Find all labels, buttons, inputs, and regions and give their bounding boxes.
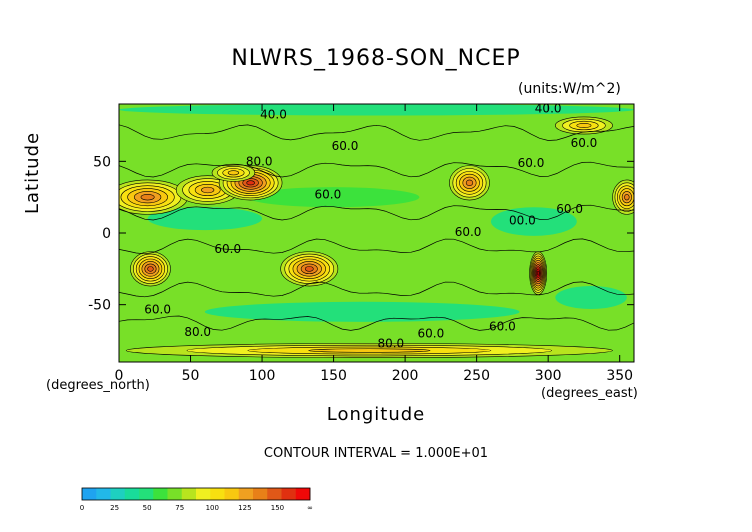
hotspot-contour xyxy=(624,194,630,201)
hotspot-contour xyxy=(227,170,240,176)
y-tick-label: -50 xyxy=(88,298,111,314)
colorbar-tick-label: 50 xyxy=(143,504,152,512)
x-tick-label: 150 xyxy=(320,368,347,384)
colorbar-frame xyxy=(81,487,311,501)
y-tick-label: 0 xyxy=(102,226,111,242)
colorbar-cell xyxy=(181,488,197,500)
contour-label: 80.0 xyxy=(184,325,211,339)
contour-label: 60.0 xyxy=(489,319,516,333)
contour-label: 60.0 xyxy=(214,242,241,256)
hotspot-contour xyxy=(201,186,215,194)
contour-label: 60.0 xyxy=(455,225,482,239)
contour-label: 00.0 xyxy=(509,213,536,227)
low-region xyxy=(147,207,263,231)
contour-line xyxy=(119,281,634,298)
x-tick-label: 50 xyxy=(182,368,200,384)
colorbar-cell xyxy=(238,488,254,500)
colorbar-tick-label: 25 xyxy=(110,504,119,512)
contour-label: 40.0 xyxy=(260,107,287,121)
contour-line xyxy=(119,161,634,178)
hotspot-contour xyxy=(576,123,592,128)
x-unit-note: (degrees_east) xyxy=(541,386,638,401)
hotspot-contour xyxy=(147,266,154,272)
contour-line xyxy=(119,124,634,141)
x-tick-label: 100 xyxy=(249,368,276,384)
contour-label: 60.0 xyxy=(571,136,598,150)
hotspot-contour xyxy=(246,180,255,186)
contour-interval-text: CONTOUR INTERVAL = 1.000E+01 xyxy=(263,446,489,461)
colorbar-cell xyxy=(224,488,240,500)
hotspot-contour xyxy=(140,194,155,201)
contour-line xyxy=(119,204,634,221)
hotspot-contour xyxy=(536,270,540,276)
contour-line xyxy=(119,238,634,255)
heatmap-field: 40.0 40.060.0 60.060.080.060.060.000.060.0… xyxy=(119,104,634,362)
colorbar-cell xyxy=(267,488,282,500)
colorbar-cell xyxy=(96,488,111,500)
colorbar-cell xyxy=(253,488,268,500)
contour-label: 60.0 xyxy=(315,188,342,202)
colorbar-tick-label: 0 xyxy=(80,504,84,512)
colorbar-cell xyxy=(196,488,211,500)
low-region xyxy=(247,187,420,208)
low-region xyxy=(204,301,520,322)
y-unit-note: (degrees_north) xyxy=(46,378,150,393)
x-tick-label: 200 xyxy=(392,368,419,384)
contour-label: 60.0 xyxy=(556,202,583,216)
colorbar-tick-label: 125 xyxy=(238,504,251,512)
x-tick-label: 250 xyxy=(463,368,490,384)
low-region xyxy=(555,286,627,309)
colorbar-tick-label: 150 xyxy=(271,504,284,512)
x-tick-label: 0 xyxy=(115,368,124,384)
contour-line xyxy=(119,315,634,331)
colorbar-cell xyxy=(295,488,311,500)
low-region xyxy=(490,207,577,236)
chart-title: NLWRS_1968-SON_NCEP xyxy=(231,46,521,71)
y-tick-label: 50 xyxy=(93,154,111,170)
units-label: (units:W/m^2) xyxy=(518,81,621,97)
hotspot-contour xyxy=(465,179,474,186)
contour-label: 80.0 xyxy=(377,337,404,351)
contour-label: 80.0 xyxy=(246,155,273,169)
colorbar-cell xyxy=(281,488,297,500)
colorbar-cell xyxy=(167,488,183,500)
colorbar-tick-label: 75 xyxy=(175,504,184,512)
contour-label: 60.0 xyxy=(144,302,171,316)
hotspot-contour xyxy=(304,266,314,272)
contour-label: 60.0 xyxy=(332,139,359,153)
colorbar-cell xyxy=(153,488,168,500)
colorbar-cell xyxy=(82,488,97,500)
contour-label: 60.0 xyxy=(418,327,445,341)
contour-label: 60.0 xyxy=(518,156,545,170)
colorbar-cell xyxy=(110,488,126,500)
colorbar-tick-label: 100 xyxy=(206,504,219,512)
colorbar-cell xyxy=(210,488,225,500)
x-tick-label: 350 xyxy=(606,368,633,384)
x-tick-label: 300 xyxy=(535,368,562,384)
colorbar-cell xyxy=(139,488,154,500)
low-region xyxy=(119,104,634,116)
colorbar-tick-label: ∞ xyxy=(307,504,313,512)
hotspot-contour xyxy=(308,348,431,353)
x-axis-label: Longitude xyxy=(326,404,426,425)
colorbar-cell xyxy=(124,488,140,500)
